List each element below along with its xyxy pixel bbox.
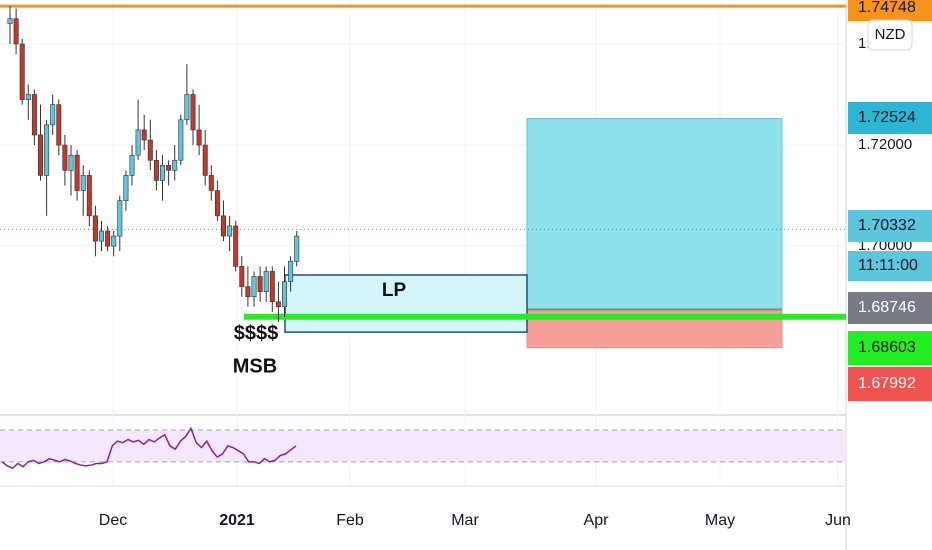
rsi-band <box>0 429 846 462</box>
candle-body <box>56 104 62 146</box>
candle-body <box>74 154 80 191</box>
price-label: 1.68603 <box>858 339 916 356</box>
candle-body <box>214 190 220 217</box>
candle-body <box>221 215 227 237</box>
liquidity-label: $$$$ <box>234 322 279 344</box>
candle-body <box>37 134 43 176</box>
candle-body <box>263 271 269 292</box>
x-tick-label: Jun <box>825 512 851 529</box>
candle-body <box>184 94 190 121</box>
candle-body <box>160 164 166 181</box>
x-tick-label: 2021 <box>219 512 255 529</box>
candle-body <box>166 164 172 171</box>
candle-body <box>196 129 202 146</box>
candle-body <box>178 119 184 161</box>
candle-body <box>288 261 294 282</box>
candle-body <box>208 175 214 191</box>
candle-body <box>141 129 147 141</box>
candle-body <box>44 124 50 176</box>
candle-body <box>202 144 208 176</box>
candle-body <box>245 286 251 298</box>
msb-label: MSB <box>233 355 277 377</box>
candle-body <box>281 281 287 308</box>
lp-zone <box>284 274 528 333</box>
price-label-box <box>848 102 932 134</box>
price-label-box <box>848 251 932 281</box>
price-label-box <box>848 0 932 21</box>
price-label-box <box>848 292 932 324</box>
price-label: 1.68746 <box>858 299 916 316</box>
candle-body <box>257 276 263 292</box>
candle-body <box>251 276 257 298</box>
x-tick-label: May <box>705 512 735 529</box>
candle-body <box>105 230 111 247</box>
price-label: 1.70332 <box>858 217 916 234</box>
x-tick-label: Feb <box>336 512 364 529</box>
candle-body <box>233 225 239 267</box>
candle-body <box>99 230 105 242</box>
candle-body <box>68 154 74 171</box>
take-profit-zone <box>526 118 783 311</box>
candle-body <box>190 94 196 131</box>
price-label: 1.74748 <box>858 0 916 16</box>
candle-body <box>25 94 31 100</box>
candle-body <box>153 159 159 181</box>
candle-body <box>147 139 153 161</box>
candle-body <box>111 235 117 247</box>
candle-body <box>31 94 37 136</box>
candle-body <box>294 235 300 262</box>
price-label-box <box>848 331 932 365</box>
x-tick-label: Dec <box>99 512 127 529</box>
candle-body <box>172 159 178 171</box>
candle-body <box>239 266 245 287</box>
x-tick-label: Apr <box>584 512 610 529</box>
currency-button <box>867 19 913 51</box>
price-label: 1.72524 <box>858 109 916 126</box>
price-label-box <box>848 210 932 242</box>
candle-body <box>92 215 98 242</box>
candle-body <box>7 18 13 25</box>
candle-body <box>227 225 233 237</box>
candle-body <box>50 104 56 126</box>
candle-body <box>62 144 68 171</box>
price-label-box <box>848 367 932 401</box>
candle-body <box>13 18 19 45</box>
candle-body <box>80 175 86 191</box>
lp-label: LP <box>382 280 407 301</box>
candle-body <box>123 175 129 201</box>
candle-body <box>275 301 281 308</box>
candle-body <box>269 271 275 303</box>
candle-body <box>135 129 141 156</box>
y-tick-label: 1.72000 <box>858 136 912 153</box>
rsi-line <box>1 426 297 470</box>
candle-body <box>129 154 135 176</box>
candle-body <box>86 175 92 217</box>
x-tick-label: Mar <box>451 512 479 529</box>
price-label: 11:11:00 <box>858 257 918 274</box>
candle-body <box>19 43 25 100</box>
candle-body <box>117 200 123 237</box>
currency-label: NZD <box>875 26 906 43</box>
price-label: 1.67992 <box>858 375 916 392</box>
